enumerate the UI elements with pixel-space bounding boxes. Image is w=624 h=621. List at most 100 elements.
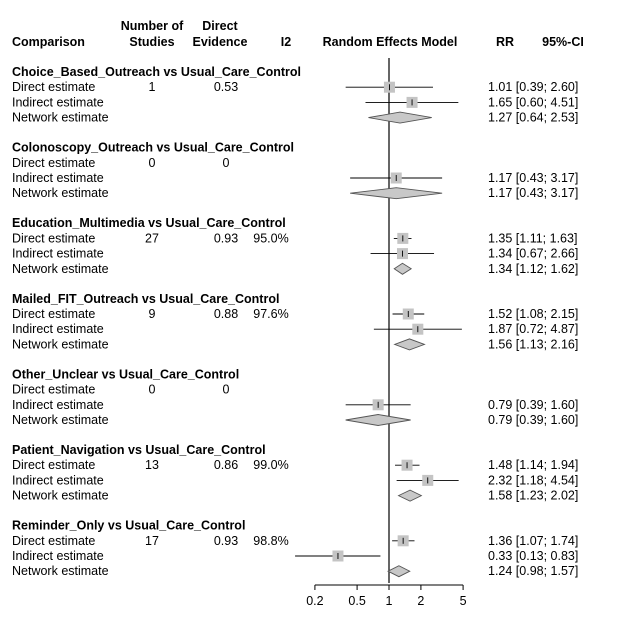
rr-ci-text: 2.32 [1.18; 4.54]: [488, 473, 578, 487]
direct-evidence: 0.86: [214, 458, 238, 472]
rr-ci-text: 1.48 [1.14; 1.94]: [488, 458, 578, 472]
estimate-row: Direct estimate 1 0.53 1.01 [0.39; 2.60]: [12, 80, 578, 94]
estimate-row: Indirect estimate 2.32 [1.18; 4.54]: [12, 473, 578, 487]
rr-ci-text: 0.79 [0.39; 1.60]: [488, 413, 578, 427]
header-direct: Direct: [202, 19, 238, 33]
estimate-row: Indirect estimate 1.87 [0.72; 4.87]: [12, 322, 578, 336]
header-ci: 95%-CI: [542, 35, 584, 49]
rr-ci-text: 1.35 [1.11; 1.63]: [488, 231, 577, 245]
header-comparison: Comparison: [12, 35, 85, 49]
estimate-row: Network estimate 1.24 [0.98; 1.57]: [12, 564, 578, 578]
row-label: Network estimate: [12, 337, 109, 351]
header-evidence: Evidence: [193, 35, 248, 49]
comparison-group: Colonoscopy_Outreach vs Usual_Care_Contr…: [12, 141, 578, 201]
estimate-row: Network estimate 1.56 [1.13; 2.16]: [12, 337, 578, 351]
header-model: Random Effects Model: [323, 35, 458, 49]
network-diamond: [393, 338, 426, 351]
i2-value: 98.8%: [253, 534, 288, 548]
x-tick-label: 5: [460, 594, 467, 608]
row-label: Direct estimate: [12, 458, 95, 472]
direct-evidence: 0: [223, 156, 230, 170]
row-label: Indirect estimate: [12, 247, 104, 261]
row-label: Indirect estimate: [12, 171, 104, 185]
estimate-row: Network estimate 1.17 [0.43; 3.17]: [12, 186, 578, 200]
forest-rows: Choice_Based_Outreach vs Usual_Care_Cont…: [12, 58, 578, 583]
row-label: Direct estimate: [12, 80, 95, 94]
header-number-of: Number of: [121, 19, 184, 33]
rr-ci-text: 1.24 [0.98; 1.57]: [488, 564, 578, 578]
x-tick-label: 0.2: [306, 594, 323, 608]
estimate-row: Indirect estimate 1.65 [0.60; 4.51]: [12, 95, 578, 109]
studies-count: 13: [145, 458, 159, 472]
group-title: Reminder_Only vs Usual_Care_Control: [12, 519, 245, 533]
studies-count: 0: [149, 156, 156, 170]
row-label: Indirect estimate: [12, 549, 104, 563]
row-label: Network estimate: [12, 111, 109, 125]
studies-count: 17: [145, 534, 159, 548]
group-title: Mailed_FIT_Outreach vs Usual_Care_Contro…: [12, 292, 279, 306]
network-diamond: [397, 489, 423, 502]
network-diamond: [393, 262, 413, 275]
comparison-group: Mailed_FIT_Outreach vs Usual_Care_Contro…: [12, 292, 578, 352]
estimate-row: Indirect estimate 0.33 [0.13; 0.83]: [12, 549, 578, 563]
network-diamond: [345, 414, 411, 426]
rr-ci-text: 1.65 [0.60; 4.51]: [488, 95, 578, 109]
rr-ci-text: 1.56 [1.13; 2.16]: [488, 337, 578, 351]
estimate-row: Network estimate 1.58 [1.23; 2.02]: [12, 489, 578, 503]
estimate-row: Direct estimate 27 0.93 95.0% 1.35 [1.11; 1.…: [12, 231, 577, 245]
x-tick-label: 2: [417, 594, 424, 608]
row-label: Network estimate: [12, 489, 109, 503]
group-title: Other_Unclear vs Usual_Care_Control: [12, 367, 239, 381]
direct-evidence: 0: [223, 383, 230, 397]
estimate-row: Indirect estimate 0.79 [0.39; 1.60]: [12, 398, 578, 412]
row-label: Direct estimate: [12, 534, 95, 548]
network-diamond: [387, 565, 411, 578]
rr-ci-text: 1.36 [1.07; 1.74]: [488, 534, 578, 548]
row-label: Indirect estimate: [12, 473, 104, 487]
studies-count: 9: [149, 307, 156, 321]
comparison-group: Education_Multimedia vs Usual_Care_Contr…: [12, 216, 578, 276]
row-label: Direct estimate: [12, 156, 95, 170]
estimate-row: Direct estimate 9 0.88 97.6% 1.52 [1.08; 2.1…: [12, 307, 578, 321]
group-title: Choice_Based_Outreach vs Usual_Care_Cont…: [12, 65, 301, 79]
row-label: Direct estimate: [12, 307, 95, 321]
rr-ci-text: 1.34 [0.67; 2.66]: [488, 247, 578, 261]
rr-ci-text: 1.34 [1.12; 1.62]: [488, 262, 578, 276]
estimate-row: Indirect estimate 1.34 [0.67; 2.66]: [12, 247, 578, 261]
comparison-group: Other_Unclear vs Usual_Care_Control Direc…: [12, 367, 578, 427]
row-label: Direct estimate: [12, 231, 95, 245]
direct-evidence: 0.88: [214, 307, 238, 321]
studies-count: 1: [149, 80, 156, 94]
comparison-group: Reminder_Only vs Usual_Care_ControlDirec…: [12, 519, 578, 579]
rr-ci-text: 1.01 [0.39; 2.60]: [488, 80, 578, 94]
x-axis: 0.2 0.5 1 2 5: [306, 584, 467, 608]
rr-ci-text: 0.79 [0.39; 1.60]: [488, 398, 578, 412]
x-tick-label: 1: [386, 594, 393, 608]
i2-value: 95.0%: [253, 231, 288, 245]
rr-ci-text: 1.58 [1.23; 2.02]: [488, 489, 578, 503]
direct-evidence: 0.93: [214, 534, 238, 548]
row-label: Indirect estimate: [12, 398, 104, 412]
estimate-row: Direct estimate 13 0.86 99.0% 1.48 [1.14; 1.…: [12, 458, 578, 472]
x-tick-label: 0.5: [348, 594, 365, 608]
header-rr: RR: [496, 35, 514, 49]
studies-count: 0: [149, 383, 156, 397]
i2-value: 99.0%: [253, 458, 288, 472]
column-headers: Comparison Number of Studies Direct Evid…: [12, 19, 584, 49]
estimate-row: Network estimate 1.27 [0.64; 2.53]: [12, 111, 578, 125]
network-diamond: [350, 187, 443, 200]
comparison-group: Choice_Based_Outreach vs Usual_Care_Cont…: [12, 65, 578, 125]
header-i2: I2: [281, 35, 291, 49]
row-label: Network estimate: [12, 413, 109, 427]
i2-value: 97.6%: [253, 307, 288, 321]
direct-evidence: 0.93: [214, 231, 238, 245]
group-title: Colonoscopy_Outreach vs Usual_Care_Contr…: [12, 141, 294, 155]
comparison-group: Patient_Navigation vs Usual_Care_Control…: [12, 443, 578, 503]
header-studies: Studies: [129, 35, 174, 49]
estimate-row: Direct estimate 0 0: [12, 383, 230, 397]
network-diamond: [368, 111, 432, 124]
rr-ci-text: 1.17 [0.43; 3.17]: [488, 171, 578, 185]
estimate-row: Direct estimate 0 0: [12, 156, 230, 170]
estimate-row: Indirect estimate 1.17 [0.43; 3.17]: [12, 171, 578, 185]
rr-ci-text: 1.27 [0.64; 2.53]: [488, 111, 578, 125]
